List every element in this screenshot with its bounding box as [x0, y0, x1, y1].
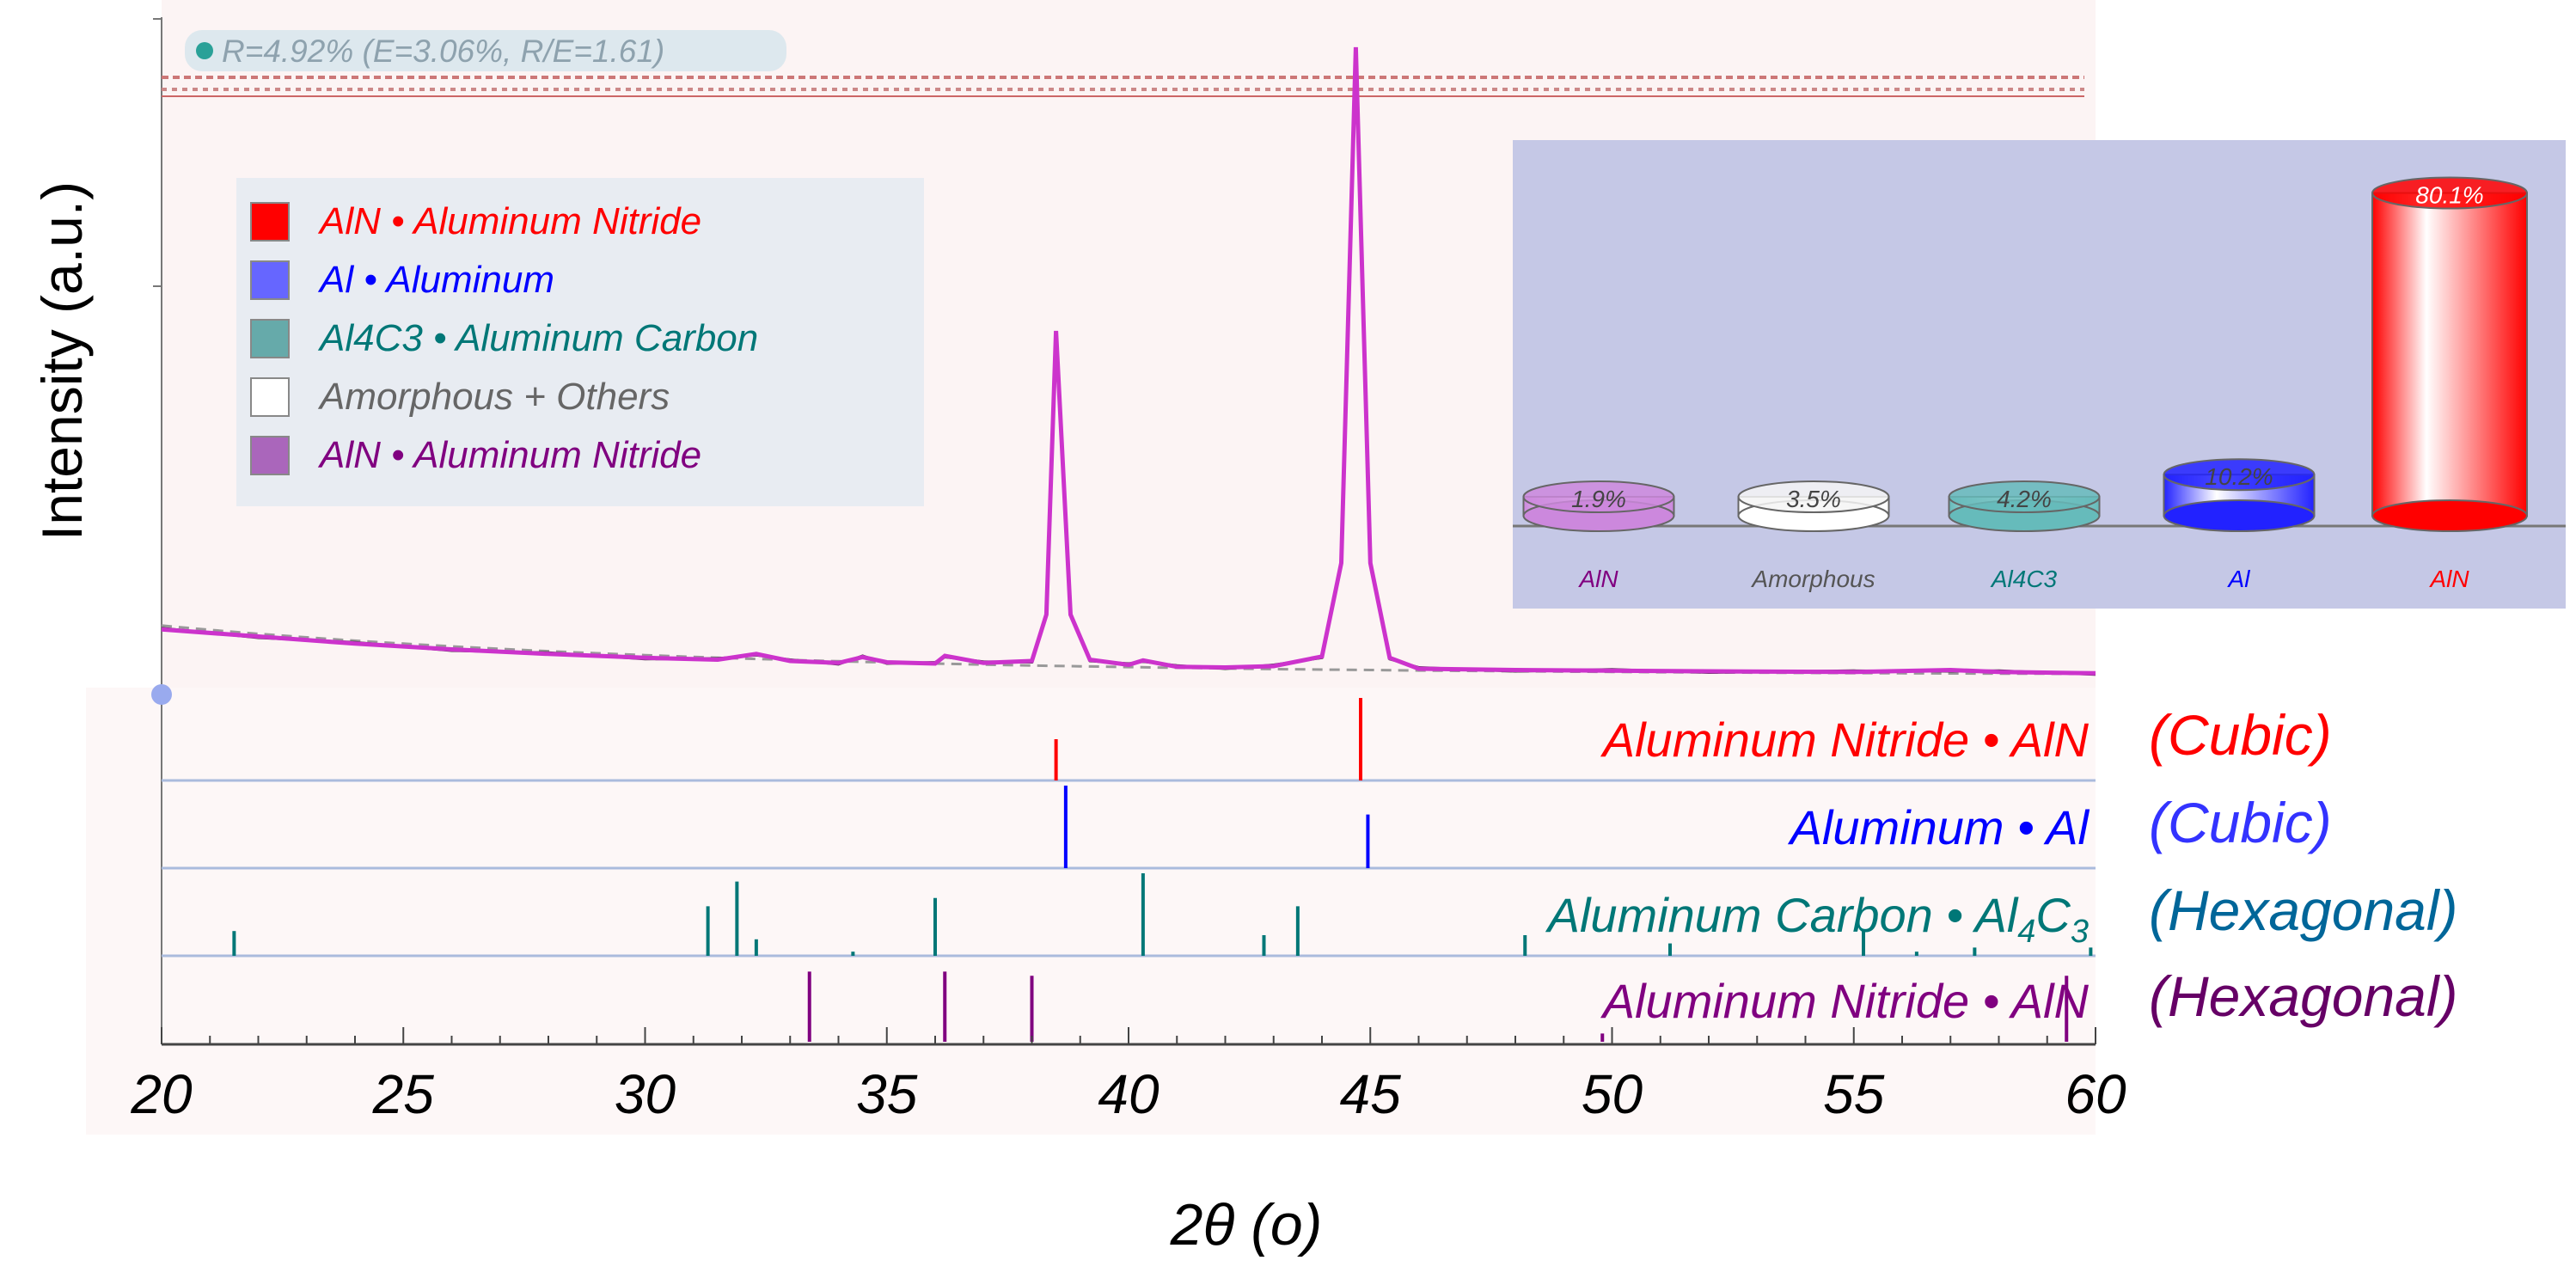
cylinder-value-label: 80.1% [2415, 182, 2483, 209]
cylinder-top [2371, 176, 2528, 210]
reference-formula-part: 3 [2071, 914, 2089, 950]
reference-formula: AlN [2009, 713, 2090, 767]
cylinder-value-label: 3.5% [1786, 486, 1841, 512]
background-curve [161, 624, 2096, 676]
cylinder-category-label: Al4C3 [1990, 566, 2058, 592]
reference-name: Aluminum Nitride [1600, 713, 1969, 767]
x-tick-label: 40 [1098, 1063, 1160, 1125]
x-tick-label: 20 [130, 1063, 193, 1125]
x-tick-label: 30 [615, 1063, 676, 1125]
rwp-badge-dot [196, 42, 213, 59]
reference-row-label: Aluminum Nitride • AlN [1600, 713, 2090, 767]
reference-formula-part: C [2035, 888, 2071, 942]
legend-formula: AlN [317, 434, 381, 476]
legend-bullet: • [353, 259, 386, 301]
reference-formula-part: 4 [2017, 914, 2035, 950]
x-tick-label: 25 [372, 1063, 435, 1125]
legend-label: Al4C3 • Aluminum Carbon [317, 317, 758, 359]
x-tick-label: 60 [2065, 1063, 2126, 1125]
legend-name: Aluminum Nitride [411, 200, 701, 242]
origin-marker [151, 684, 172, 705]
cylinder-bottom [2163, 499, 2316, 532]
legend-bullet: • [423, 317, 456, 359]
cylinder-value-label: 1.9% [1571, 486, 1626, 512]
reference-area [86, 688, 2096, 1135]
reference-bullet: • [1969, 713, 2011, 767]
legend-swatch [250, 319, 290, 358]
difference-band [162, 76, 2084, 97]
legend-formula: Al [317, 259, 354, 301]
cylinder-category-label: AlN [1577, 566, 1618, 592]
legend-formula: Al4C3 [317, 317, 423, 359]
x-tick-label: 35 [856, 1063, 918, 1125]
reference-bullet: • [1933, 888, 1975, 942]
legend-name: Aluminum Nitride [411, 434, 701, 476]
reference-row-label: Aluminum Nitride • AlN [1600, 974, 2090, 1028]
legend-bullet: • [381, 200, 413, 242]
legend-bg [236, 178, 924, 506]
legend-label: AlN • Aluminum Nitride [317, 200, 701, 242]
reference-name: Aluminum [1788, 800, 2004, 854]
rwp-badge-bg [185, 30, 786, 71]
crystal-system-label: (Cubic) [2149, 791, 2332, 854]
legend-swatch [250, 202, 290, 242]
cylinder-top [1737, 480, 1890, 513]
cylinder-category-label: Al [2227, 566, 2251, 592]
reference-formula-part: Al [1972, 888, 2018, 942]
legend-swatch [250, 377, 290, 417]
crystal-system-label: (Hexagonal) [2149, 964, 2458, 1028]
legend-swatch [250, 260, 290, 300]
reference-formula: Al [2043, 800, 2090, 854]
legend-label: Amorphous + Others [317, 376, 670, 418]
x-tick-label: 55 [1823, 1063, 1885, 1125]
cylinder-top [1948, 480, 2101, 513]
legend-name: Aluminum [383, 259, 554, 301]
cylinder-bottom [2371, 499, 2528, 532]
reference-name: Aluminum Carbon [1545, 888, 1933, 942]
cylinder-category-label: AlN [2428, 566, 2469, 592]
legend-label: AlN • Aluminum Nitride [317, 434, 701, 476]
x-tick-label: 50 [1582, 1063, 1643, 1125]
cylinder-body [2371, 192, 2528, 517]
reference-bullet: • [2004, 800, 2047, 854]
legend-formula: Amorphous + Others [317, 376, 670, 418]
reference-bullet: • [1969, 974, 2011, 1028]
x-axis-label: 2θ (o) [1170, 1192, 1323, 1257]
rwp-label: R=4.92% (E=3.06%, R/E=1.61) [222, 34, 664, 69]
legend-formula: AlN [317, 200, 381, 242]
legend-name: Aluminum Carbon [453, 317, 758, 359]
legend-label: Al • Aluminum [317, 259, 554, 301]
crystal-system-label: (Hexagonal) [2149, 878, 2458, 942]
cylinder-category-label: Amorphous [1750, 566, 1875, 592]
cylinder-value-label: 4.2% [1997, 486, 2052, 512]
legend: AlN • Aluminum Nitride Al • Aluminum Al4C3… [236, 178, 924, 506]
reference-row-label: Aluminum • Al [1788, 800, 2090, 854]
crystal-system-label: (Cubic) [2149, 703, 2332, 767]
legend-bullet: • [381, 434, 413, 476]
reference-name: Aluminum Nitride [1600, 974, 1969, 1028]
cylinder-top [1522, 480, 1675, 513]
rwp-badge: R=4.92% (E=3.06%, R/E=1.61) [185, 30, 786, 71]
phase-fraction-panel: 1.9% AlN 3.5% Amorphous 4.2% Al4C3 10.2% Al 80.1… [1513, 140, 2566, 609]
x-tick-label: 45 [1340, 1063, 1402, 1125]
calculated-profile [161, 46, 2096, 676]
cylinder-top [2163, 458, 2316, 492]
cylinder-value-label: 10.2% [2205, 463, 2273, 490]
reference-formula: AlN [2009, 974, 2090, 1028]
y-axis-label: Intensity (a.u.) [30, 181, 94, 541]
reference-row-label: Aluminum Carbon • Al4C3 [1545, 888, 2089, 950]
legend-swatch [250, 436, 290, 475]
